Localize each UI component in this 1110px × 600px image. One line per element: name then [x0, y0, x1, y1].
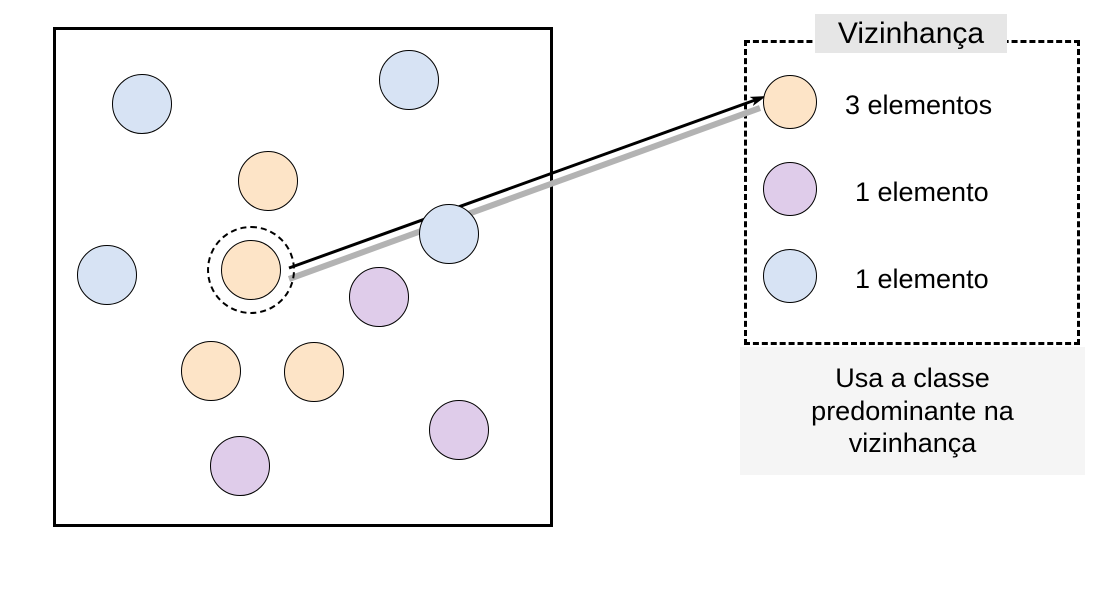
scatter-dot	[419, 204, 479, 264]
scatter-dot	[77, 245, 137, 305]
scatter-dot	[238, 151, 298, 211]
scatter-dot	[379, 50, 439, 110]
caption-text: Usa a classe predominante na vizinhança	[750, 362, 1075, 459]
scatter-dot	[349, 267, 409, 327]
legend-item-label: 1 elemento	[855, 264, 989, 295]
legend-item-label: 1 elemento	[855, 177, 989, 208]
scatter-dot	[429, 400, 489, 460]
diagram-canvas: Usa a classe predominante na vizinhança …	[0, 0, 1110, 600]
legend-title: Vizinhança	[815, 14, 1007, 53]
scatter-dot	[284, 342, 344, 402]
legend-dot	[763, 249, 817, 303]
caption-box: Usa a classe predominante na vizinhança	[740, 347, 1085, 475]
legend-dot	[763, 162, 817, 216]
legend-item-label: 3 elementos	[845, 90, 992, 121]
scatter-dot	[210, 436, 270, 496]
legend-dot	[763, 75, 817, 129]
scatter-dot	[181, 341, 241, 401]
scatter-dot	[112, 74, 172, 134]
scatter-dot	[221, 240, 281, 300]
legend-title-text: Vizinhança	[838, 17, 984, 50]
